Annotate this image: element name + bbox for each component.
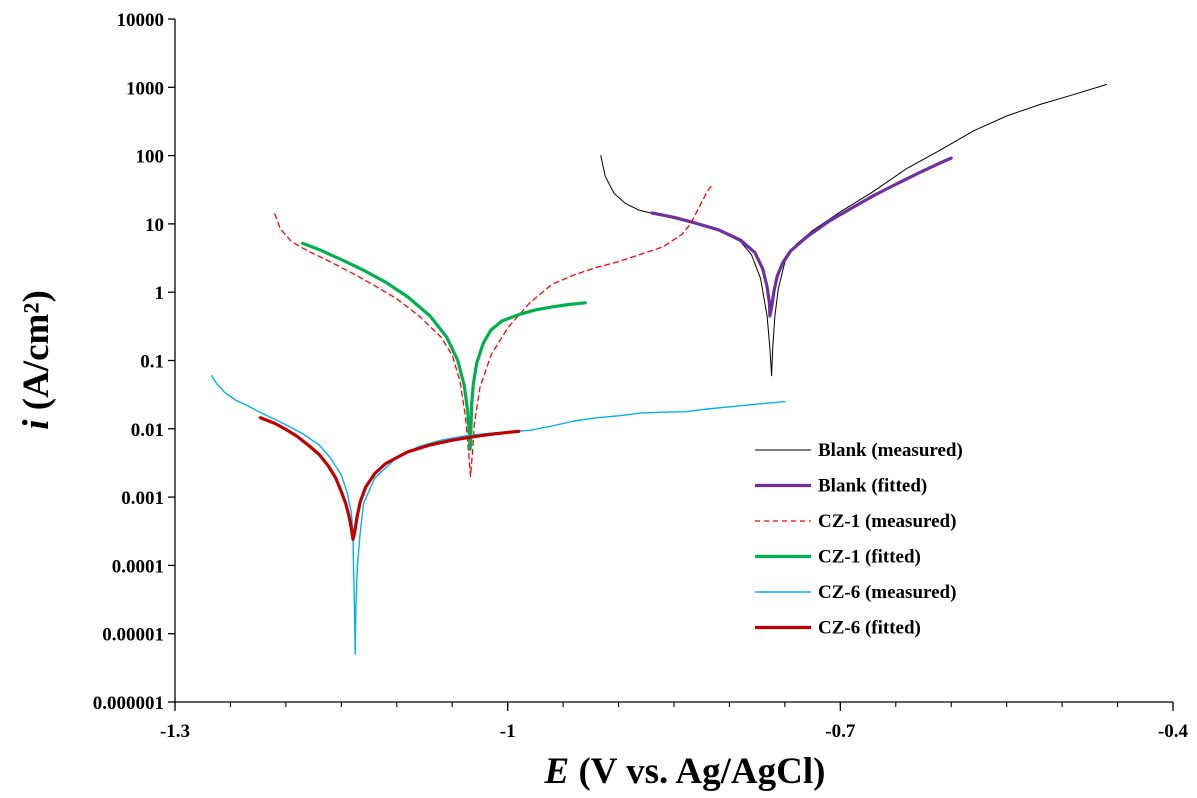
series-layer <box>210 84 1107 655</box>
y-axis-title-symbol: i <box>16 419 57 430</box>
legend-label: Blank (fitted) <box>818 476 927 497</box>
x-tick-label: -1 <box>500 721 516 742</box>
y-tick-label: 1000 <box>126 78 164 99</box>
legend-item-blank-fitted: Blank (fitted) <box>755 476 927 497</box>
y-axis-title: i (A/cm²) <box>16 290 57 430</box>
axis-layer <box>168 18 1174 711</box>
y-tick-label: 1 <box>155 283 165 304</box>
series-line-cz-6-fitted <box>258 416 521 542</box>
y-tick-label: 0.00001 <box>102 625 164 646</box>
y-tick-label: 0.000001 <box>93 693 164 714</box>
tick-label-layer: 10000 1000 100 10 1 0.1 0.01 0.001 0.0001 0.00001… <box>93 10 1189 742</box>
legend-item-cz-6-measured: CZ-6 (measured) <box>755 582 956 603</box>
legend-label: CZ-6 (fitted) <box>818 618 921 639</box>
x-axis-title-unit: (V vs. Ag/AgCl) <box>569 751 825 792</box>
legend-label: CZ-6 (measured) <box>818 582 956 603</box>
series-line-blank-measured <box>600 84 1107 377</box>
legend-item-cz-1-fitted: CZ-1 (fitted) <box>755 547 921 568</box>
series-line-cz-6-measured <box>210 375 786 655</box>
y-tick-label: 0.01 <box>131 420 164 441</box>
legend: Blank (measured) Blank (fitted) CZ-1 (meas… <box>755 440 963 639</box>
y-tick-label: 10 <box>145 215 164 236</box>
legend-item-blank-measured: Blank (measured) <box>755 440 963 461</box>
x-tick-label: -0.4 <box>1158 721 1189 742</box>
x-tick-label: -1.3 <box>160 721 190 742</box>
legend-item-cz-6-fitted: CZ-6 (fitted) <box>755 618 921 639</box>
y-tick-label: 0.0001 <box>112 556 164 577</box>
x-axis-title-symbol: E <box>544 751 570 792</box>
y-tick-label: 100 <box>136 147 165 168</box>
series-line-cz-1-measured <box>274 183 714 478</box>
y-tick-label: 10000 <box>117 10 165 31</box>
series-line-cz-1-fitted <box>300 241 587 451</box>
y-tick-label: 0.001 <box>121 488 164 509</box>
x-tick-label: -0.7 <box>825 721 856 742</box>
legend-label: CZ-1 (measured) <box>818 511 956 532</box>
legend-label: Blank (measured) <box>818 440 963 461</box>
y-axis-title-unit: (A/cm²) <box>16 290 57 419</box>
series-line-blank-fitted <box>650 156 953 318</box>
legend-item-cz-1-measured: CZ-1 (measured) <box>755 511 956 532</box>
legend-label: CZ-1 (fitted) <box>818 547 921 568</box>
x-axis-title: E (V vs. Ag/AgCl) <box>544 751 826 792</box>
y-tick-label: 0.1 <box>140 352 164 373</box>
